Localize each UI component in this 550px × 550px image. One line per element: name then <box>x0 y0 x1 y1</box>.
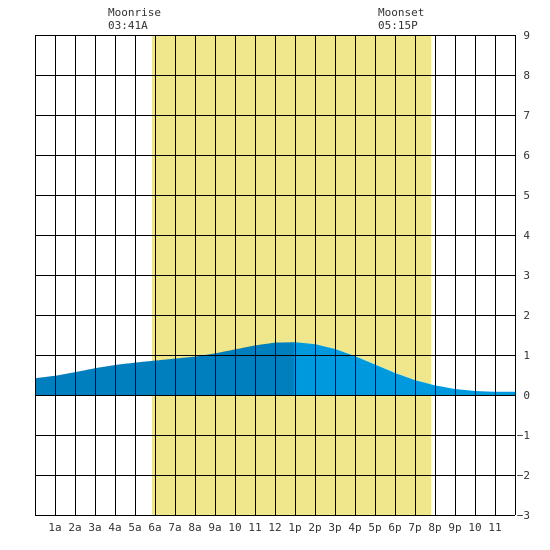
moonrise-label: Moonrise 03:41A <box>108 6 161 32</box>
x-tick-label: 1a <box>48 521 61 534</box>
x-tick-label: 3p <box>328 521 341 534</box>
x-tick-label: 7a <box>168 521 181 534</box>
moonset-title: Moonset <box>378 6 425 19</box>
moonset-time: 05:15P <box>378 19 418 32</box>
y-tick-label: 4 <box>523 229 530 242</box>
x-tick-label: 8p <box>428 521 441 534</box>
y-tick-label: 6 <box>523 149 530 162</box>
y-tick-labels: 9 8 7 6 5 4 3 2 1 0 −1 −2 −3 <box>517 29 531 522</box>
x-tick-label: 6a <box>148 521 161 534</box>
x-tick-label: 4p <box>348 521 361 534</box>
x-tick-label: 2p <box>308 521 321 534</box>
y-tick-label: 1 <box>523 349 530 362</box>
x-tick-label: 3a <box>88 521 101 534</box>
x-tick-label: 2a <box>68 521 81 534</box>
y-tick-label: −3 <box>517 509 530 522</box>
x-tick-label: 4a <box>108 521 121 534</box>
y-tick-label: 8 <box>523 69 530 82</box>
y-tick-label: 7 <box>523 109 530 122</box>
x-tick-label: 1p <box>288 521 301 534</box>
x-tick-label: 11 <box>488 521 501 534</box>
x-tick-label: 7p <box>408 521 421 534</box>
y-tick-label: 9 <box>523 29 530 42</box>
x-tick-label: 5a <box>128 521 141 534</box>
x-tick-label: 10 <box>468 521 481 534</box>
x-tick-label: 12 <box>268 521 281 534</box>
x-tick-label: 9p <box>448 521 461 534</box>
y-tick-label: 2 <box>523 309 530 322</box>
grid-layer <box>35 35 516 516</box>
y-tick-label: −2 <box>517 469 530 482</box>
y-tick-label: 0 <box>523 389 530 402</box>
x-tick-label: 8a <box>188 521 201 534</box>
x-tick-labels: 1a 2a 3a 4a 5a 6a 7a 8a 9a 10 11 12 1p 2p 3p 4p 5p 6p 7p 8p… <box>48 521 501 534</box>
y-tick-label: −1 <box>517 429 530 442</box>
x-tick-label: 11 <box>248 521 261 534</box>
x-tick-label: 6p <box>388 521 401 534</box>
x-tick-label: 10 <box>228 521 241 534</box>
moonrise-time: 03:41A <box>108 19 148 32</box>
moonrise-title: Moonrise <box>108 6 161 19</box>
x-tick-label: 5p <box>368 521 381 534</box>
y-tick-label: 3 <box>523 269 530 282</box>
x-tick-label: 9a <box>208 521 221 534</box>
moonset-label: Moonset 05:15P <box>378 6 424 32</box>
y-tick-label: 5 <box>523 189 530 202</box>
